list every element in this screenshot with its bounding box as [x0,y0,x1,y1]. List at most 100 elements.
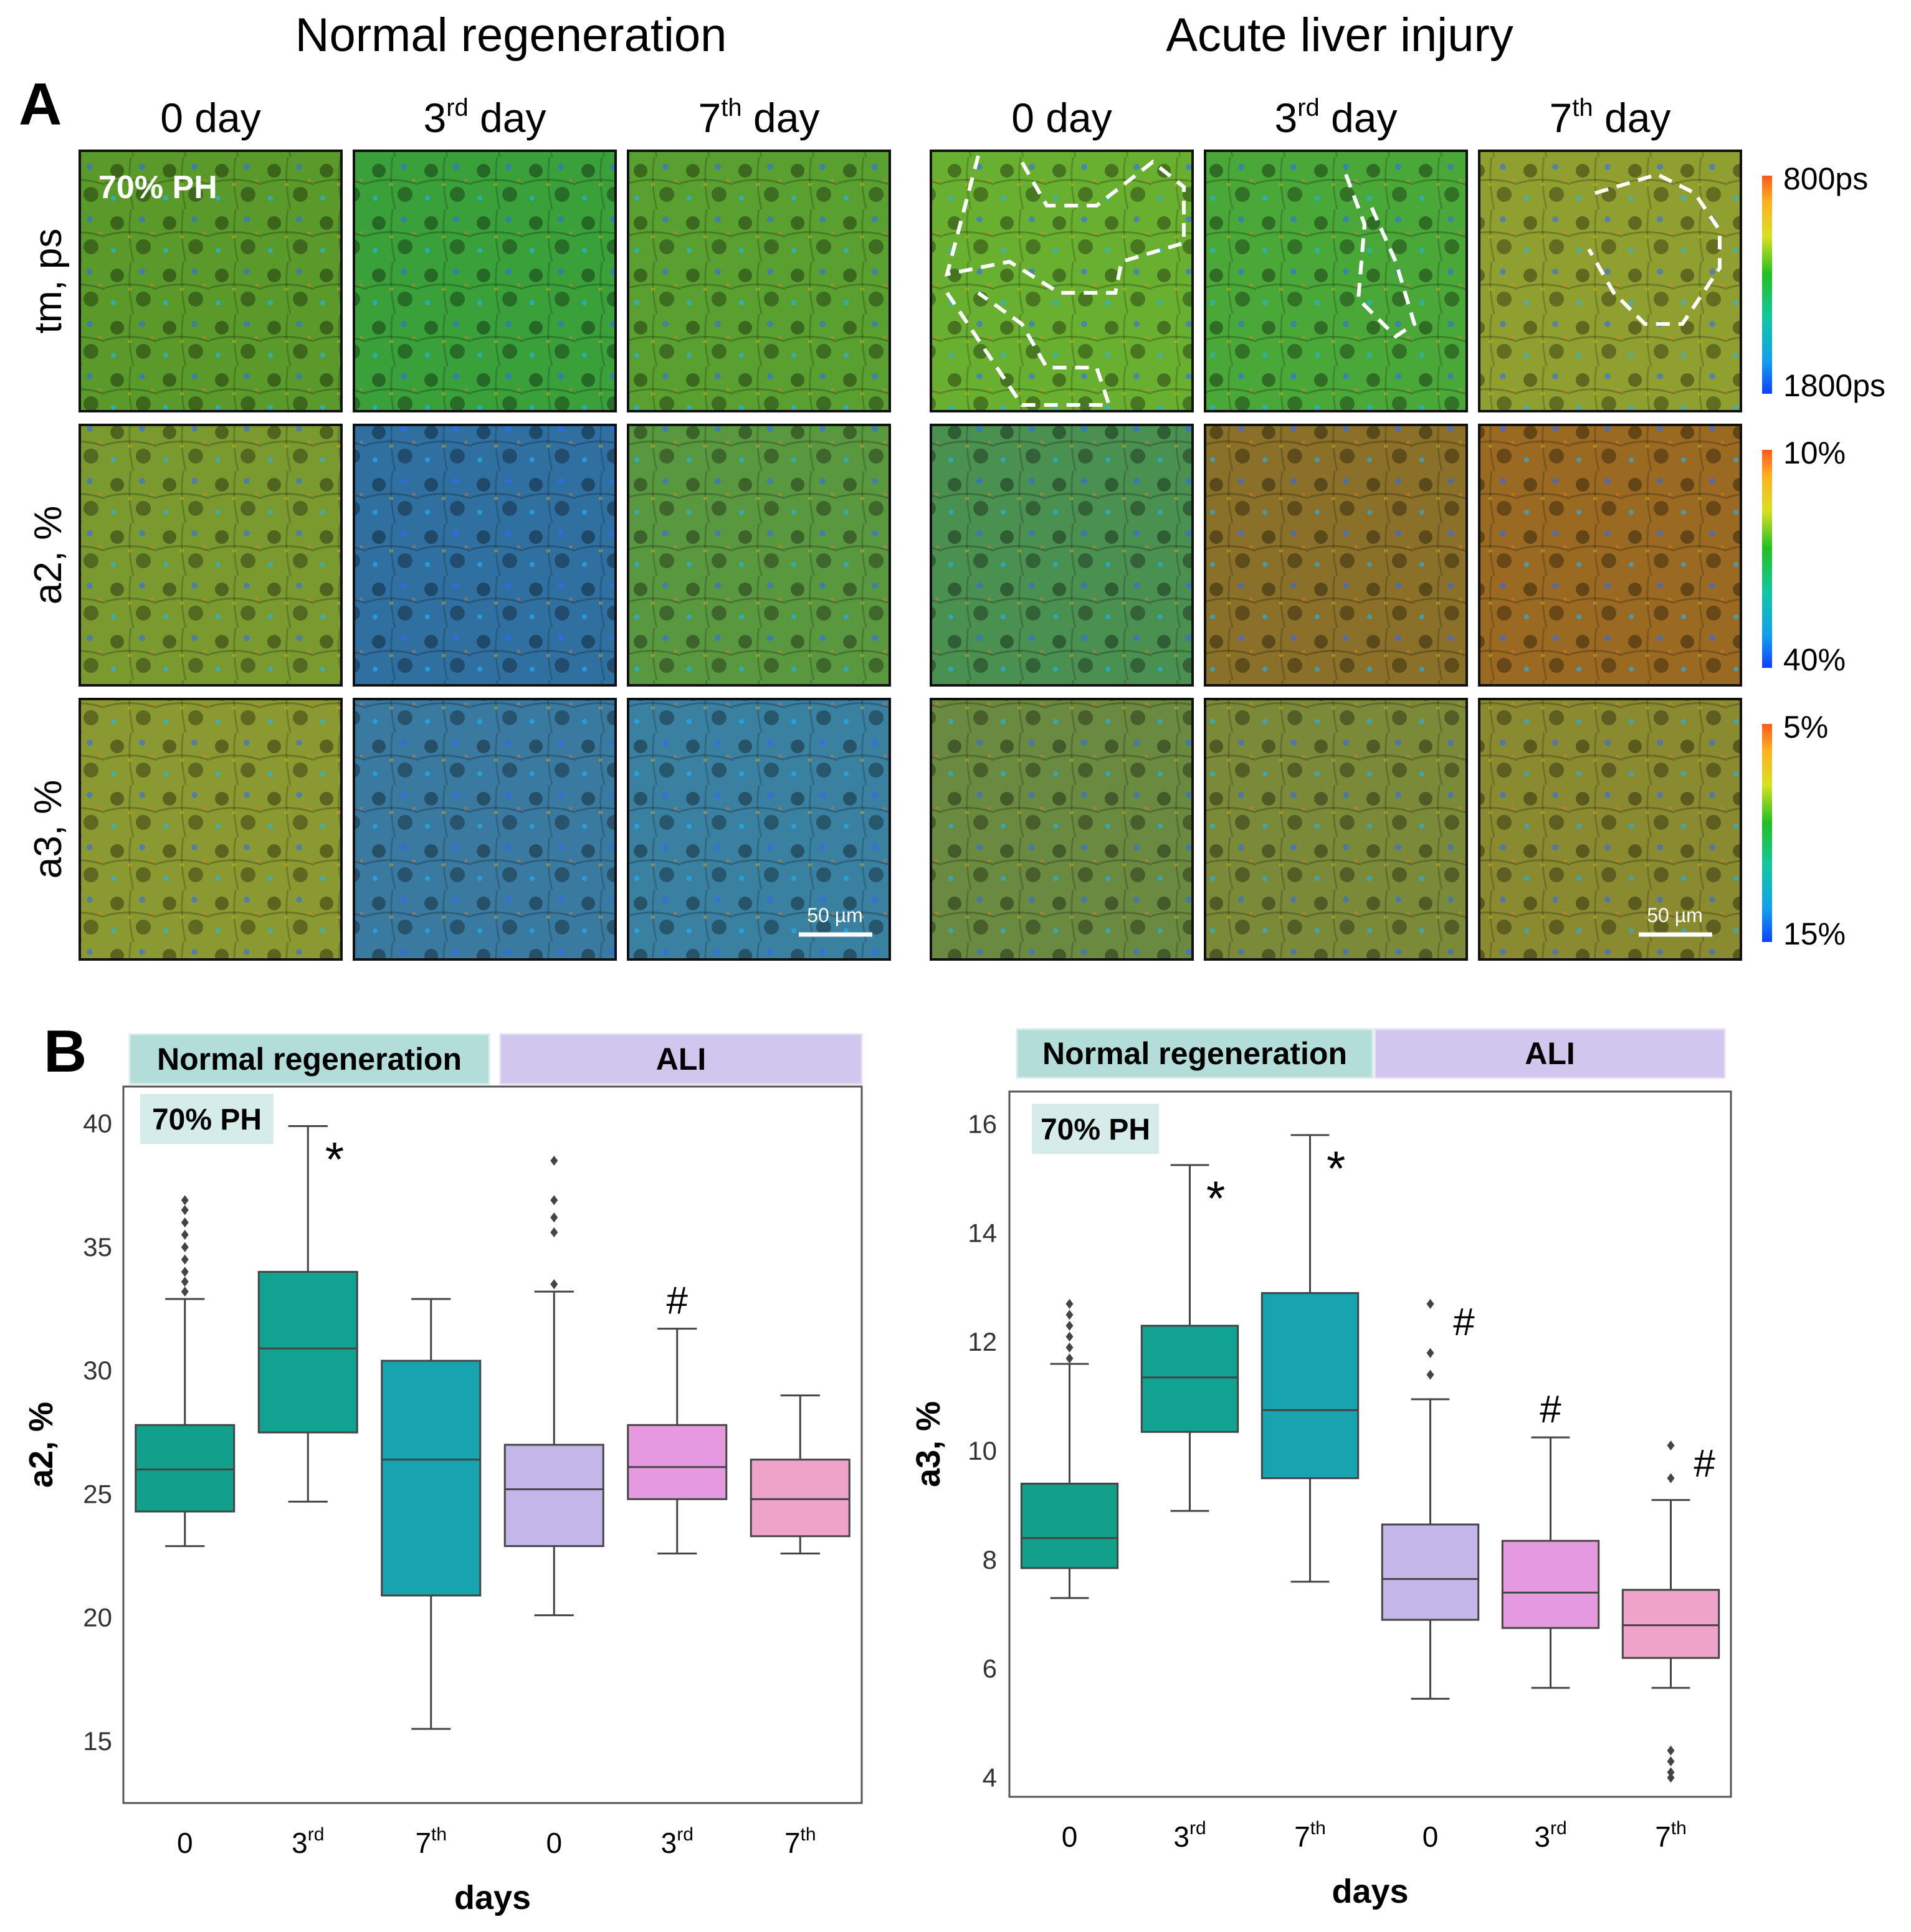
x-tick-label: 3rd [292,1824,324,1859]
box-iqr [627,1424,728,1500]
outlier-point [550,1195,558,1206]
y-tick-label: 20 [83,1603,112,1632]
column-label: 7th day [1550,94,1671,141]
microscopy-tile [1204,698,1468,961]
tile-border [1478,424,1742,687]
row-label: a3, % [27,780,70,879]
x-axis-label: days [454,1879,531,1916]
tile-border [930,424,1194,687]
column-label-main: 7 [1550,95,1573,141]
tile-texture [354,425,616,685]
y-tick-label: 30 [83,1356,112,1385]
box-iqr [1621,1589,1720,1659]
y-tick-label: 4 [983,1763,997,1792]
outlier-point [181,1229,189,1240]
column-label-suffix: day [742,95,820,141]
outlier-point [1667,1756,1675,1767]
group-title-normal: Normal regeneration [295,9,727,62]
box-3 [503,1155,604,1617]
tile-texture [80,699,341,959]
column-label-sup: th [721,94,741,121]
box-iqr [381,1359,482,1597]
x-tick-label: 7th [1294,1818,1326,1853]
tile-texture [1205,425,1467,685]
group-header-ali-bg [1374,1028,1726,1079]
x-tick-number: 3 [1173,1820,1189,1853]
outlier-point [181,1267,189,1277]
box-iqr [1501,1539,1600,1629]
column-label-sup: rd [1297,94,1320,121]
x-tick-sup: rd [1550,1818,1567,1839]
tile-border [79,424,343,687]
box-0 [135,1195,236,1548]
box-4: # [627,1280,728,1554]
microscopy-tile [79,424,343,687]
box-4: # [1501,1388,1600,1689]
tile-border [353,424,617,687]
outlier-point [1426,1298,1434,1309]
colorbar [1762,450,1772,668]
tile-texture [628,151,890,411]
y-tick-label: 8 [983,1545,997,1574]
column-label-main: 3 [1274,95,1297,141]
tile-texture [1479,425,1741,685]
significance-marker: * [1327,1141,1345,1196]
tile-border [627,424,891,687]
y-tick-label: 15 [83,1726,112,1756]
tile-border [930,698,1194,961]
tile-border [79,150,343,412]
column-label: 0 day [160,95,260,141]
box-iqr [1381,1523,1480,1621]
tile-texture [354,699,616,959]
colorbar-bottom-label: 15% [1783,916,1846,951]
significance-marker: # [1540,1388,1561,1431]
column-label-sup: rd [446,94,469,121]
column-label-main: 0 day [1011,95,1112,141]
microscopy-tile [79,698,343,961]
outlier-point [550,1212,558,1223]
y-tick-label: 16 [968,1109,997,1138]
outlier-point [1065,1298,1074,1309]
outlier-point [1065,1342,1074,1353]
microscopy-tile [1478,424,1742,687]
outlier-point [181,1277,189,1287]
plot-frame [1008,1090,1732,1798]
injury-outline [944,155,1186,295]
row-label: tm, ps [27,229,70,334]
x-tick-number: 7 [415,1827,431,1859]
x-tick-sup: th [1310,1818,1326,1839]
panel-a: A Normal regeneration Acute liver injury 0 … [19,9,1885,961]
x-tick-label: 0 [546,1827,562,1859]
group-header-normal-bg [1016,1028,1374,1079]
box-2 [381,1298,482,1730]
box-iqr [135,1424,236,1513]
significance-marker: * [1206,1171,1225,1225]
tile-border [1204,150,1468,412]
tile-texture [931,699,1193,959]
outlier-point [1426,1369,1434,1380]
group-header-normal: Normal regeneration [157,1042,462,1077]
microscopy-tile [930,698,1194,961]
boxplot-a3: Normal regeneration ALI 70% PH 4 6 8 10 12 14 16 0… [910,1028,1732,1910]
x-tick-label: 0 [177,1827,193,1859]
outlier-point [181,1205,189,1216]
box-iqr [750,1459,851,1538]
outlier-point [181,1287,189,1297]
x-tick-number: 0 [1062,1820,1078,1853]
group-header-normal: Normal regeneration [1042,1036,1347,1071]
microscopy-tile [627,424,891,687]
y-axis-label: a2, % [22,1402,60,1488]
box-iqr [503,1444,604,1548]
column-label-sup: th [1572,94,1593,121]
y-tick-label: 35 [83,1232,112,1262]
tile-texture [1205,699,1467,959]
tile-border [1204,698,1468,961]
x-tick-number: 7 [1294,1820,1310,1853]
x-tick-sup: th [431,1824,447,1845]
outlier-point [1667,1767,1675,1777]
tile-border [1204,424,1468,687]
box-1: * [257,1125,358,1503]
box-0 [1020,1298,1119,1599]
